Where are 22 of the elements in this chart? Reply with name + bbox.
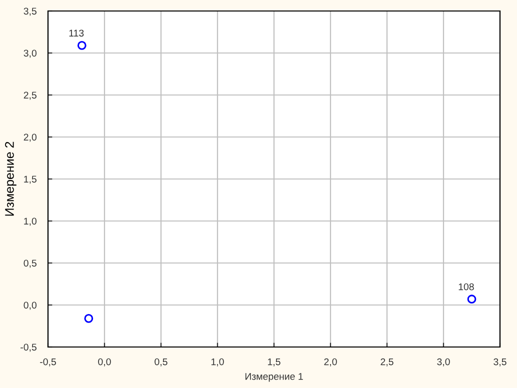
y-tick-label: 0,5 xyxy=(24,260,36,268)
y-tick-label: 2,5 xyxy=(24,92,36,100)
y-tick-label: 3,5 xyxy=(24,8,36,16)
annotation: 108 xyxy=(458,283,474,290)
y-tick-label: 3,0 xyxy=(24,50,37,58)
x-axis-title: Измерение 1 xyxy=(245,373,303,382)
y-tick-label: 2,0 xyxy=(24,134,37,142)
x-tick-label: 1,0 xyxy=(211,358,224,366)
x-tick-label: 1,5 xyxy=(268,358,280,366)
y-tick-label: -0,5 xyxy=(20,344,36,352)
x-tick-label: 2,5 xyxy=(380,358,394,366)
y-axis-title: Измерение 2 xyxy=(5,142,16,216)
x-tick-label: 0,5 xyxy=(154,358,168,366)
x-tick-label: 3,5 xyxy=(494,358,506,366)
x-tick-label: 2,0 xyxy=(324,358,337,366)
x-tick-label: 3,0 xyxy=(437,358,450,366)
y-tick-label: 1,5 xyxy=(24,176,36,184)
y-tick-label: 1,0 xyxy=(24,218,37,226)
x-tick-label: -0,5 xyxy=(40,358,56,366)
annotation: 113 xyxy=(69,30,84,37)
x-tick-label: 0,0 xyxy=(98,358,111,366)
y-tick-label: 0,0 xyxy=(24,302,37,310)
